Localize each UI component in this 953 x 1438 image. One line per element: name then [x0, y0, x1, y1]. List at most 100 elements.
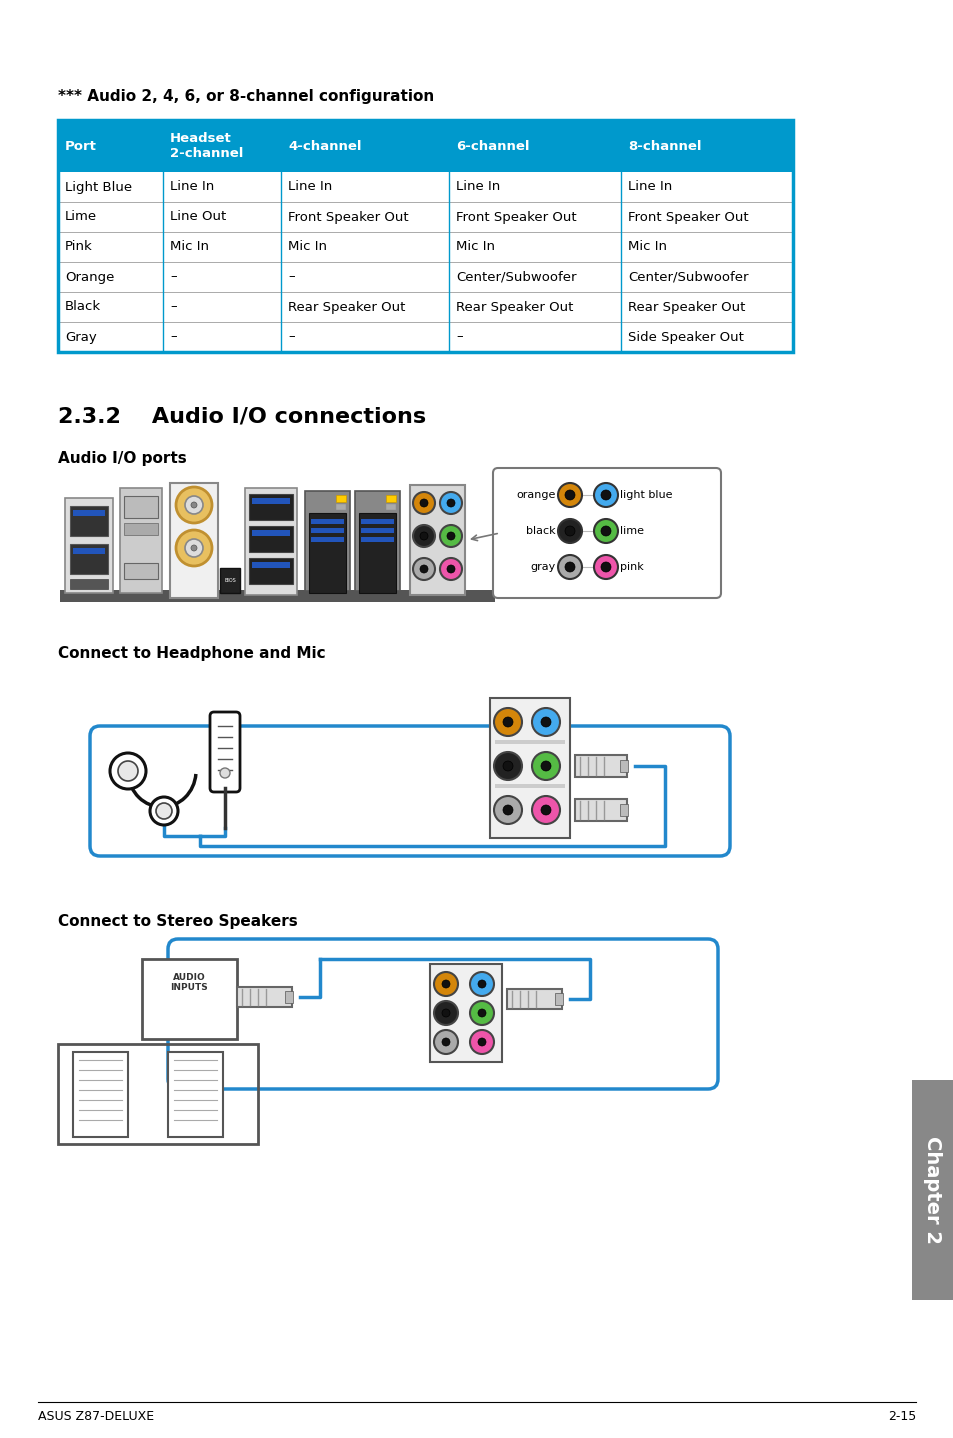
Circle shape — [600, 490, 610, 500]
Text: Mic In: Mic In — [627, 240, 666, 253]
Circle shape — [191, 545, 196, 551]
Bar — [911, 1080, 953, 1300]
Bar — [355, 490, 399, 591]
Bar — [58, 173, 792, 201]
Bar — [220, 568, 240, 592]
Bar — [65, 498, 112, 592]
Text: –: – — [170, 270, 176, 283]
Circle shape — [494, 752, 521, 779]
Bar — [58, 119, 792, 173]
Bar — [252, 531, 290, 536]
Text: –: – — [288, 270, 294, 283]
Text: Rear Speaker Out: Rear Speaker Out — [456, 301, 573, 313]
Circle shape — [118, 761, 138, 781]
Bar — [410, 485, 464, 595]
Bar — [495, 741, 564, 743]
Circle shape — [600, 526, 610, 536]
Bar — [58, 292, 792, 322]
Text: lime: lime — [619, 526, 643, 536]
Circle shape — [558, 519, 581, 544]
Text: INPUTS: INPUTS — [171, 982, 208, 991]
Circle shape — [175, 531, 212, 567]
Bar — [430, 963, 501, 1063]
Text: –: – — [288, 331, 294, 344]
Bar — [386, 495, 395, 502]
Text: Mic In: Mic In — [456, 240, 495, 253]
Circle shape — [470, 972, 494, 997]
Bar — [360, 528, 394, 533]
Bar — [124, 564, 158, 580]
Bar — [360, 536, 394, 542]
Bar — [285, 991, 293, 1002]
Bar — [249, 558, 293, 584]
Bar — [168, 1053, 223, 1137]
Bar — [311, 536, 344, 542]
Bar — [249, 495, 293, 521]
FancyBboxPatch shape — [493, 467, 720, 598]
Text: Center/Subwoofer: Center/Subwoofer — [456, 270, 576, 283]
Circle shape — [494, 797, 521, 824]
Bar — [245, 487, 296, 595]
Text: Light Blue: Light Blue — [65, 181, 132, 194]
Text: Line In: Line In — [627, 181, 672, 194]
Bar — [311, 528, 344, 533]
Bar — [58, 119, 792, 352]
Text: black: black — [526, 526, 556, 536]
Bar — [575, 755, 626, 777]
Text: –: – — [170, 301, 176, 313]
Circle shape — [441, 1009, 450, 1017]
Circle shape — [494, 707, 521, 736]
Circle shape — [540, 761, 551, 771]
Circle shape — [477, 1038, 485, 1045]
Circle shape — [191, 502, 196, 508]
Text: Rear Speaker Out: Rear Speaker Out — [627, 301, 744, 313]
Circle shape — [220, 768, 230, 778]
Circle shape — [441, 1038, 450, 1045]
Circle shape — [564, 526, 575, 536]
Bar — [360, 519, 394, 523]
Circle shape — [564, 490, 575, 500]
Bar — [124, 523, 158, 535]
Bar — [70, 580, 108, 590]
Circle shape — [413, 525, 435, 546]
FancyBboxPatch shape — [210, 712, 240, 792]
Bar — [252, 498, 290, 503]
Text: Chapter 2: Chapter 2 — [923, 1136, 942, 1244]
Bar — [311, 519, 344, 523]
Bar — [249, 526, 293, 552]
Text: light blue: light blue — [619, 490, 672, 500]
Circle shape — [540, 805, 551, 815]
Text: Lime: Lime — [65, 210, 97, 223]
Circle shape — [558, 555, 581, 580]
Bar — [73, 1053, 128, 1137]
Circle shape — [434, 1030, 457, 1054]
Circle shape — [564, 562, 575, 572]
Circle shape — [439, 525, 461, 546]
Circle shape — [439, 492, 461, 513]
Bar — [309, 513, 346, 592]
Text: orange: orange — [517, 490, 556, 500]
Bar — [73, 510, 105, 516]
Bar — [170, 483, 218, 598]
Circle shape — [502, 805, 513, 815]
Bar — [58, 1044, 257, 1145]
Text: AUDIO: AUDIO — [172, 972, 206, 982]
Text: Front Speaker Out: Front Speaker Out — [456, 210, 576, 223]
Circle shape — [419, 565, 428, 572]
Text: BIOS: BIOS — [224, 578, 235, 582]
Bar — [58, 201, 792, 232]
Text: 4-channel: 4-channel — [288, 139, 361, 152]
Circle shape — [477, 981, 485, 988]
Circle shape — [175, 487, 212, 523]
Text: Center/Subwoofer: Center/Subwoofer — [627, 270, 748, 283]
Bar — [70, 544, 108, 574]
Bar — [555, 994, 562, 1005]
Circle shape — [594, 483, 618, 508]
Circle shape — [185, 539, 203, 557]
Circle shape — [470, 1001, 494, 1025]
Circle shape — [532, 797, 559, 824]
Circle shape — [470, 1030, 494, 1054]
Circle shape — [110, 754, 146, 789]
Text: Port: Port — [65, 139, 97, 152]
Circle shape — [447, 532, 455, 541]
